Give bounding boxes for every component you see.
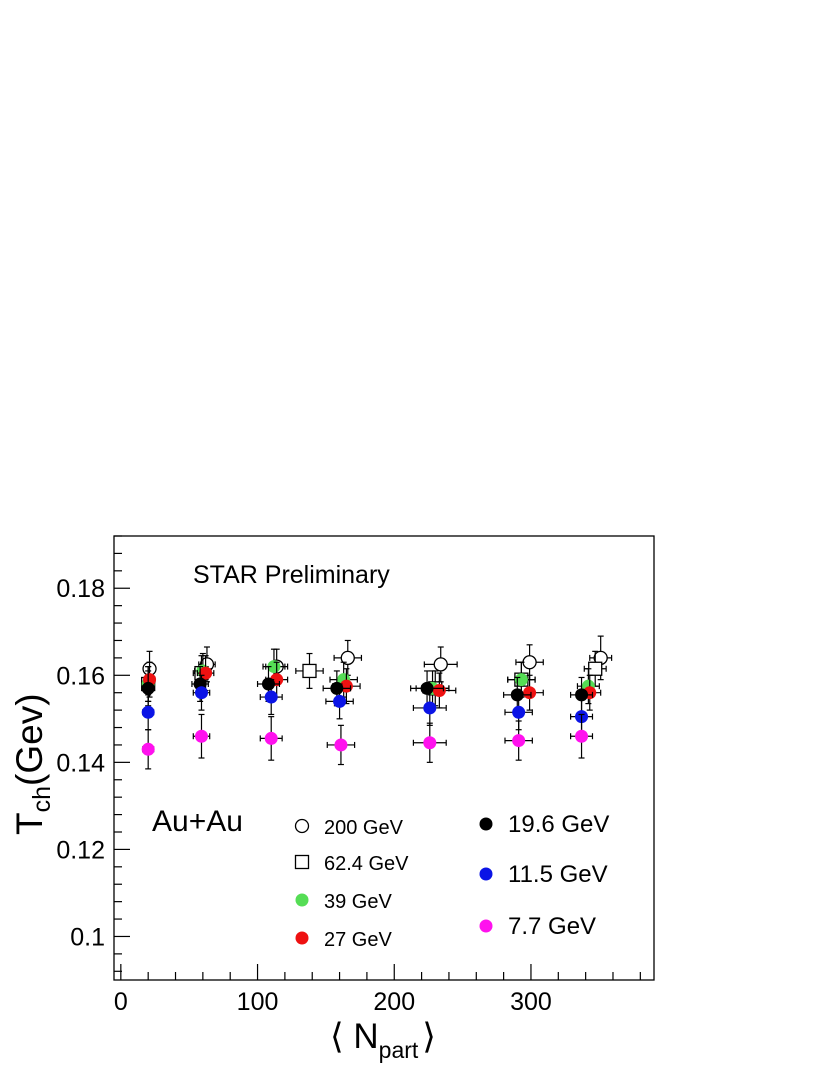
data-point	[423, 701, 437, 715]
y-tick-label: 0.12	[56, 836, 105, 864]
axes: 0.1 0.12 0.14 0.16 0.18 0 100 200 300	[56, 535, 655, 1016]
legend: 200 GeV 62.4 GeV 39 GeV 27 GeV 19.6 GeV 11.5 …	[294, 811, 609, 951]
data-point	[432, 684, 446, 698]
data-point	[512, 705, 526, 719]
legend-label: 19.6 GeV	[508, 811, 609, 838]
legend-marker	[294, 818, 310, 834]
legend-entry: 19.6 GeV	[479, 811, 609, 838]
legend-entry: 39 GeV	[295, 891, 392, 913]
system-label: Au+Au	[152, 805, 243, 838]
y-tick-label: 0.16	[56, 662, 105, 690]
data-point	[423, 736, 437, 750]
legend-label: 62.4 GeV	[324, 853, 409, 875]
data-point	[340, 650, 355, 666]
legend-marker	[294, 854, 310, 870]
data-point	[199, 666, 213, 680]
series-11-5-gev	[141, 674, 594, 735]
y-axis-title: Tch(Gev)	[9, 693, 56, 835]
x-axis-title: ⟨ Npart ⟩	[330, 1017, 436, 1063]
plot-frame	[113, 535, 655, 981]
x-tick-label: 300	[510, 988, 552, 1016]
data-point	[264, 690, 278, 704]
data-point	[575, 729, 589, 743]
series-200-gev	[142, 635, 613, 687]
data-point	[433, 657, 448, 672]
data-point	[264, 731, 278, 745]
x-tick-label: 0	[114, 988, 128, 1016]
legend-label: 7.7 GeV	[508, 913, 596, 940]
x-axis-title-right: ⟩	[422, 1017, 436, 1056]
data-point	[141, 681, 155, 695]
data-point	[333, 694, 347, 708]
legend-entry: 200 GeV	[294, 817, 404, 839]
legend-marker	[479, 867, 493, 881]
legend-label: 200 GeV	[324, 817, 404, 839]
legend-label: 39 GeV	[324, 891, 392, 913]
y-axis-title-main: T	[9, 812, 50, 835]
legend-entry: 11.5 GeV	[479, 861, 608, 888]
legend-marker	[479, 817, 493, 831]
data-points	[141, 635, 613, 770]
series-7-7-gev	[141, 713, 594, 770]
data-point	[194, 729, 208, 743]
data-point	[302, 663, 317, 679]
x-tick-label: 100	[237, 988, 279, 1016]
data-point	[514, 673, 528, 687]
x-tick-label: 200	[373, 988, 415, 1016]
data-point	[575, 688, 589, 702]
data-point	[141, 705, 155, 719]
svg-text:Tch(Gev): Tch(Gev)	[9, 693, 56, 835]
data-point	[512, 734, 526, 748]
data-point	[420, 681, 434, 695]
x-axis-title-left: ⟨ N	[330, 1017, 379, 1056]
y-tick-label: 0.1	[70, 923, 105, 951]
legend-marker	[479, 919, 493, 933]
data-point	[522, 655, 537, 670]
y-axis-title-tail: (Gev)	[9, 693, 50, 786]
data-point	[194, 686, 208, 700]
y-tick-label: 0.18	[56, 575, 105, 603]
legend-entry: 7.7 GeV	[479, 913, 596, 940]
y-axis-title-sub: ch	[28, 786, 56, 812]
legend-label: 11.5 GeV	[508, 861, 608, 888]
data-point	[523, 686, 537, 700]
legend-marker	[295, 931, 309, 945]
data-point	[141, 742, 155, 756]
legend-entry: 27 GeV	[295, 929, 392, 951]
data-point	[334, 738, 348, 752]
legend-marker	[295, 893, 309, 907]
legend-entry: 62.4 GeV	[294, 853, 409, 875]
legend-label: 27 GeV	[324, 929, 392, 951]
x-axis-title-sub: part	[379, 1037, 419, 1063]
annotation-star-preliminary: STAR Preliminary	[193, 561, 390, 589]
y-tick-label: 0.14	[56, 749, 105, 777]
